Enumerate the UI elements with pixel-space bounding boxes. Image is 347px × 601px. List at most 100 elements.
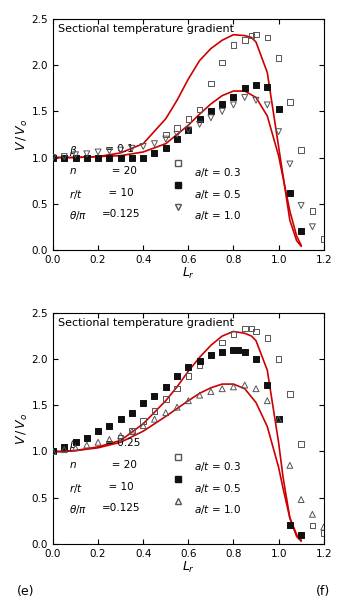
Point xyxy=(219,99,225,109)
Point xyxy=(197,105,202,114)
Point xyxy=(73,150,78,159)
Text: Sectional temperature gradient: Sectional temperature gradient xyxy=(58,317,234,328)
Text: $r/t$: $r/t$ xyxy=(69,188,83,201)
Point xyxy=(50,447,56,456)
Text: $a/t$ = 0.3: $a/t$ = 0.3 xyxy=(194,460,240,472)
Point xyxy=(61,153,67,162)
Point xyxy=(61,442,67,452)
Point xyxy=(186,371,191,380)
Point xyxy=(235,345,241,355)
Point xyxy=(253,30,259,40)
X-axis label: $L_r$: $L_r$ xyxy=(182,560,195,575)
Point xyxy=(287,97,293,107)
Point xyxy=(287,159,293,169)
Point xyxy=(310,206,315,216)
Text: $a/t$ = 0.5: $a/t$ = 0.5 xyxy=(194,481,240,495)
Point xyxy=(253,326,259,336)
Point xyxy=(264,82,270,92)
Text: $a/t$ = 0.5: $a/t$ = 0.5 xyxy=(194,188,240,201)
Point xyxy=(152,414,157,424)
Point xyxy=(264,333,270,343)
Point xyxy=(163,134,169,144)
Point xyxy=(276,127,281,136)
Point xyxy=(129,426,135,436)
Point xyxy=(84,153,90,162)
Point xyxy=(249,31,254,40)
Point xyxy=(253,96,259,105)
Point xyxy=(197,114,202,124)
Point xyxy=(129,153,135,162)
Point xyxy=(107,421,112,430)
Text: Sectional temperature gradient: Sectional temperature gradient xyxy=(58,23,234,34)
Point xyxy=(264,32,270,42)
Text: = 10: = 10 xyxy=(102,481,133,492)
Text: (e): (e) xyxy=(17,585,35,598)
Text: (f): (f) xyxy=(315,585,330,598)
Text: $\beta$: $\beta$ xyxy=(69,144,77,157)
Point xyxy=(73,443,78,453)
Text: = 20: = 20 xyxy=(102,460,137,469)
Point xyxy=(95,147,101,157)
Point xyxy=(298,530,304,540)
Y-axis label: $V\,/\,V_o$: $V\,/\,V_o$ xyxy=(15,412,30,445)
Point xyxy=(84,149,90,159)
Point xyxy=(231,40,236,50)
Point xyxy=(264,380,270,390)
Point xyxy=(129,426,135,436)
Point xyxy=(321,234,327,243)
Point xyxy=(163,408,169,418)
Point xyxy=(174,123,180,133)
Text: = 10: = 10 xyxy=(102,188,133,198)
Point xyxy=(163,382,169,392)
Point xyxy=(186,362,191,371)
Point xyxy=(208,79,214,88)
Point xyxy=(310,520,315,530)
Point xyxy=(107,146,112,156)
Point xyxy=(219,58,225,67)
Text: $a/t$ = 0.3: $a/t$ = 0.3 xyxy=(194,166,240,178)
Point xyxy=(152,391,157,401)
Point xyxy=(95,426,101,436)
Text: =0.125: =0.125 xyxy=(102,210,140,219)
Point xyxy=(152,139,157,148)
Point xyxy=(107,435,112,444)
Point xyxy=(321,522,327,532)
Text: = 0.1: = 0.1 xyxy=(102,144,134,154)
Point xyxy=(118,431,124,441)
Point xyxy=(298,439,304,449)
Point xyxy=(186,114,191,124)
Text: $a/t$ = 1.0: $a/t$ = 1.0 xyxy=(194,504,241,516)
Point xyxy=(231,329,236,339)
Point xyxy=(141,142,146,151)
Point xyxy=(264,396,270,406)
Text: = 20: = 20 xyxy=(102,166,137,175)
Point xyxy=(287,389,293,399)
Point xyxy=(174,402,180,412)
Point xyxy=(242,324,247,334)
Point xyxy=(231,382,236,392)
Point xyxy=(264,100,270,110)
Text: =0.125: =0.125 xyxy=(102,504,140,513)
Point xyxy=(61,445,67,454)
Point xyxy=(73,153,78,162)
Point xyxy=(186,125,191,135)
Y-axis label: $V\,/\,V_o$: $V\,/\,V_o$ xyxy=(15,118,30,151)
Point xyxy=(174,134,180,144)
Point xyxy=(276,414,281,424)
Text: $\theta/\pi$: $\theta/\pi$ xyxy=(69,504,87,516)
Point xyxy=(118,414,124,424)
Point xyxy=(276,53,281,63)
Point xyxy=(129,408,135,418)
Point xyxy=(298,145,304,155)
Point xyxy=(174,384,180,394)
Point xyxy=(95,153,101,162)
Point xyxy=(208,106,214,116)
Point xyxy=(84,433,90,442)
Point xyxy=(186,396,191,406)
Text: $r/t$: $r/t$ xyxy=(69,481,83,495)
Point xyxy=(219,384,225,394)
Point xyxy=(231,100,236,110)
Point xyxy=(219,338,225,347)
Point xyxy=(276,105,281,114)
Point xyxy=(242,35,247,45)
